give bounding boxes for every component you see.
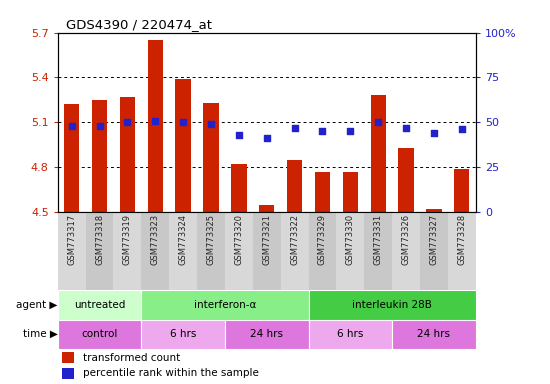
Text: GSM773330: GSM773330 (346, 214, 355, 265)
Bar (62, 352, 74, 363)
Bar (343, 172, 358, 212)
Text: interferon-α: interferon-α (194, 300, 256, 310)
Point (262, 136, 271, 142)
Bar (371, 95, 386, 212)
Text: transformed count: transformed count (83, 353, 180, 362)
Point (179, 119, 188, 126)
Bar (62, 367, 74, 379)
Text: GSM773324: GSM773324 (179, 214, 188, 265)
Bar (113, 212, 141, 290)
Point (95, 123, 104, 129)
Bar (86, 212, 113, 290)
Text: GSM773317: GSM773317 (67, 214, 76, 265)
Bar (259, 205, 274, 212)
Bar (141, 212, 169, 290)
Text: GSM773329: GSM773329 (318, 214, 327, 265)
Bar (337, 212, 364, 290)
Point (430, 130, 438, 136)
Bar (280, 212, 309, 290)
Text: untreated: untreated (74, 300, 125, 310)
Bar (58, 212, 86, 290)
Bar (364, 212, 392, 290)
Text: GSM773331: GSM773331 (373, 214, 383, 265)
Point (234, 132, 243, 138)
Text: GSM773321: GSM773321 (262, 214, 271, 265)
Point (458, 126, 466, 132)
Bar (287, 160, 303, 212)
Text: GSM773319: GSM773319 (123, 214, 132, 265)
Bar (225, 319, 309, 349)
Point (290, 125, 299, 131)
Bar (64, 104, 79, 212)
Bar (448, 212, 476, 290)
Point (151, 118, 160, 124)
Point (346, 128, 355, 134)
Bar (309, 319, 392, 349)
Text: GSM773328: GSM773328 (457, 214, 466, 265)
Bar (426, 209, 442, 212)
Text: interleukin 28B: interleukin 28B (352, 300, 432, 310)
Bar (225, 212, 253, 290)
Bar (398, 148, 414, 212)
Text: GSM773325: GSM773325 (206, 214, 216, 265)
Point (123, 119, 132, 126)
Bar (392, 319, 476, 349)
Bar (197, 212, 225, 290)
Bar (141, 319, 225, 349)
Bar (120, 97, 135, 212)
Text: GSM773318: GSM773318 (95, 214, 104, 265)
Text: percentile rank within the sample: percentile rank within the sample (83, 368, 258, 378)
Bar (315, 172, 330, 212)
Point (318, 128, 327, 134)
Bar (169, 212, 197, 290)
Text: GSM773322: GSM773322 (290, 214, 299, 265)
Bar (420, 212, 448, 290)
Bar (175, 79, 191, 212)
Text: GDS4390 / 220474_at: GDS4390 / 220474_at (66, 18, 212, 31)
Bar (204, 103, 219, 212)
Text: 6 hrs: 6 hrs (170, 329, 196, 339)
Bar (392, 212, 420, 290)
Bar (147, 40, 163, 212)
Bar (309, 290, 476, 319)
Text: GSM773320: GSM773320 (234, 214, 244, 265)
Text: agent ▶: agent ▶ (16, 300, 58, 310)
Text: 6 hrs: 6 hrs (337, 329, 364, 339)
Bar (141, 290, 309, 319)
Text: time ▶: time ▶ (23, 329, 58, 339)
Text: GSM773323: GSM773323 (151, 214, 160, 265)
Bar (309, 212, 337, 290)
Bar (58, 319, 141, 349)
Text: 24 hrs: 24 hrs (417, 329, 450, 339)
Text: control: control (81, 329, 118, 339)
Point (207, 121, 216, 127)
Bar (58, 290, 141, 319)
Point (67, 123, 76, 129)
Bar (454, 169, 470, 212)
Bar (92, 100, 107, 212)
Bar (231, 164, 246, 212)
Text: GSM773326: GSM773326 (402, 214, 411, 265)
Text: GSM773327: GSM773327 (430, 214, 438, 265)
Point (402, 125, 410, 131)
Point (374, 119, 383, 126)
Text: 24 hrs: 24 hrs (250, 329, 283, 339)
Bar (253, 212, 280, 290)
